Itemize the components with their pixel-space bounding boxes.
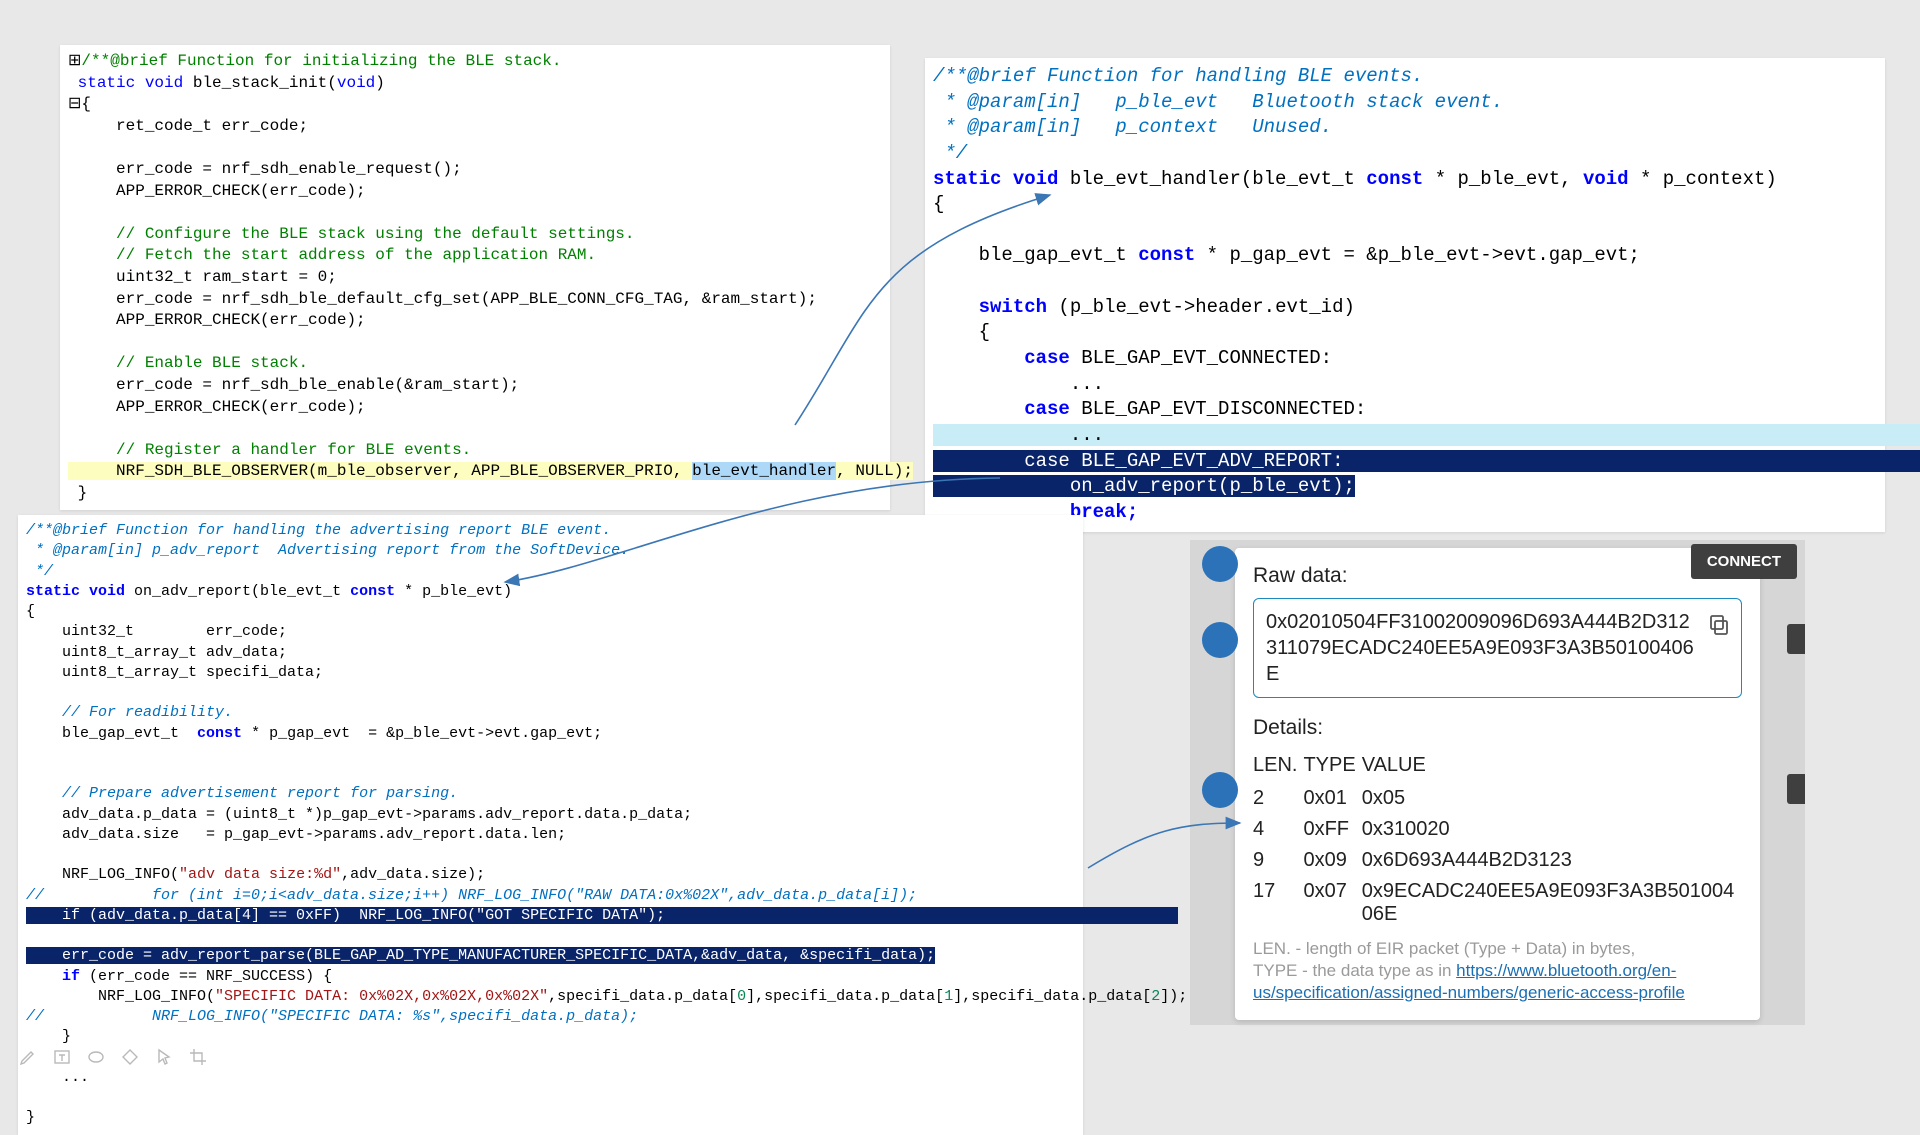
code-line: APP_ERROR_CHECK(err_code); [116, 398, 366, 416]
doc-comment: * @param[in] p_ble_evt Bluetooth stack e… [933, 91, 1503, 113]
cursor-icon[interactable] [154, 1047, 174, 1072]
doc-comment: * @param[in] p_adv_report Advertising re… [26, 542, 629, 559]
adv-report-parse-call: err_code = adv_report_parse(BLE_GAP_AD_T… [62, 947, 935, 964]
footnote: LEN. - length of EIR packet (Type + Data… [1253, 938, 1742, 1004]
doc-comment: /**@brief Function for handling the adve… [26, 522, 611, 539]
code-comment: // Fetch the start address of the applic… [116, 246, 596, 264]
rawdata-card: Raw data: 0x02010504FF31002009096D693A44… [1235, 548, 1760, 1020]
code-line: err_code = nrf_sdh_ble_default_cfg_set(A… [116, 290, 817, 308]
rawdata-title: Raw data: [1253, 564, 1742, 588]
raw-hex-box[interactable]: 0x02010504FF31002009096D693A444B2D312311… [1253, 598, 1742, 698]
code-panel-on-adv-report: /**@brief Function for handling the adve… [18, 515, 1083, 1135]
code-panel-evt-handler: /**@brief Function for handling BLE even… [925, 58, 1885, 532]
mobile-rawdata-panel: CONNECT Raw data: 0x02010504FF3100200909… [1190, 540, 1805, 1025]
code-line: APP_ERROR_CHECK(err_code); [116, 182, 366, 200]
ellipse-icon[interactable] [86, 1047, 106, 1072]
doc-comment: /**@brief Function for initializing the … [81, 52, 561, 70]
code-block: ⊞/**@brief Function for initializing the… [60, 45, 890, 510]
doc-comment: * @param[in] p_context Unused. [933, 116, 1332, 138]
pencil-icon[interactable] [18, 1047, 38, 1072]
code-panel-stack-init: ⊞/**@brief Function for initializing the… [60, 45, 890, 510]
code-line: uint32_t ram_start = 0; [116, 268, 337, 286]
on-adv-report-call: on_adv_report(p_ble_evt); [1024, 475, 1355, 497]
commented-code: // for (int i=0;i<adv_data.size;i++) NRF… [26, 887, 917, 904]
col-value: VALUE [1362, 750, 1742, 783]
device-avatar-icon [1202, 622, 1238, 658]
col-type: TYPE [1303, 750, 1361, 783]
code-line: uint8_t_array_t specifi_data; [62, 664, 323, 681]
doc-comment: */ [26, 563, 53, 580]
doc-comment: /**@brief Function for handling BLE even… [933, 65, 1423, 87]
code-comment: // Configure the BLE stack using the def… [116, 225, 634, 243]
details-table: LEN. TYPE VALUE 20x010x05 40xFF0x310020 … [1253, 750, 1742, 930]
code-comment: // For readibility. [62, 704, 233, 721]
device-avatar-icon [1202, 546, 1238, 582]
connect-button[interactable]: CONNECT [1691, 544, 1797, 579]
table-row: 170x070x9ECADC240EE5A9E093F3A3B50100406E [1253, 876, 1742, 930]
text-icon[interactable] [52, 1047, 72, 1072]
case-adv-report: case BLE_GAP_EVT_ADV_REPORT: [1024, 450, 1343, 472]
code-line: uint8_t_array_t adv_data; [62, 644, 287, 661]
crop-icon[interactable] [188, 1047, 208, 1072]
diamond-icon[interactable] [120, 1047, 140, 1072]
code-comment: // Prepare advertisement report for pars… [62, 785, 458, 802]
case-connected: BLE_GAP_EVT_CONNECTED: [1081, 347, 1332, 369]
code-line: err_code = nrf_sdh_enable_request(); [116, 160, 462, 178]
side-stub [1787, 774, 1805, 804]
copy-icon[interactable] [1707, 613, 1731, 637]
case-disconnected: BLE_GAP_EVT_DISCONNECTED: [1081, 398, 1366, 420]
side-stub [1787, 624, 1805, 654]
code-line: err_code = nrf_sdh_ble_enable(&ram_start… [116, 376, 519, 394]
table-row: 40xFF0x310020 [1253, 814, 1742, 845]
col-len: LEN. [1253, 750, 1303, 783]
commented-code: // NRF_LOG_INFO("SPECIFIC DATA: %s",spec… [26, 1008, 638, 1025]
code-comment: // Enable BLE stack. [116, 354, 308, 372]
code-line: APP_ERROR_CHECK(err_code); [116, 311, 366, 329]
device-avatar-icon [1202, 772, 1238, 808]
table-row: 20x010x05 [1253, 783, 1742, 814]
code-line: adv_data.size = p_gap_evt->params.adv_re… [62, 826, 566, 843]
details-title: Details: [1253, 716, 1742, 740]
doc-comment: */ [933, 142, 967, 164]
code-comment: // Register a handler for BLE events. [116, 441, 471, 459]
raw-hex-value: 0x02010504FF31002009096D693A444B2D312311… [1266, 611, 1694, 685]
code-line: adv_data.p_data = (uint8_t *)p_gap_evt->… [62, 806, 692, 823]
code-block: /**@brief Function for handling the adve… [18, 515, 1083, 1135]
ble-evt-handler-ref: ble_evt_handler [692, 462, 836, 480]
editor-toolbar [18, 1047, 208, 1072]
code-line: NRF_SDH_BLE_OBSERVER(m_ble_observer, APP… [116, 462, 692, 480]
code-line: uint32_t err_code; [62, 623, 287, 640]
table-row: 90x090x6D693A444B2D3123 [1253, 845, 1742, 876]
code-line: ret_code_t err_code; [116, 117, 308, 135]
code-block: /**@brief Function for handling BLE even… [925, 58, 1885, 532]
